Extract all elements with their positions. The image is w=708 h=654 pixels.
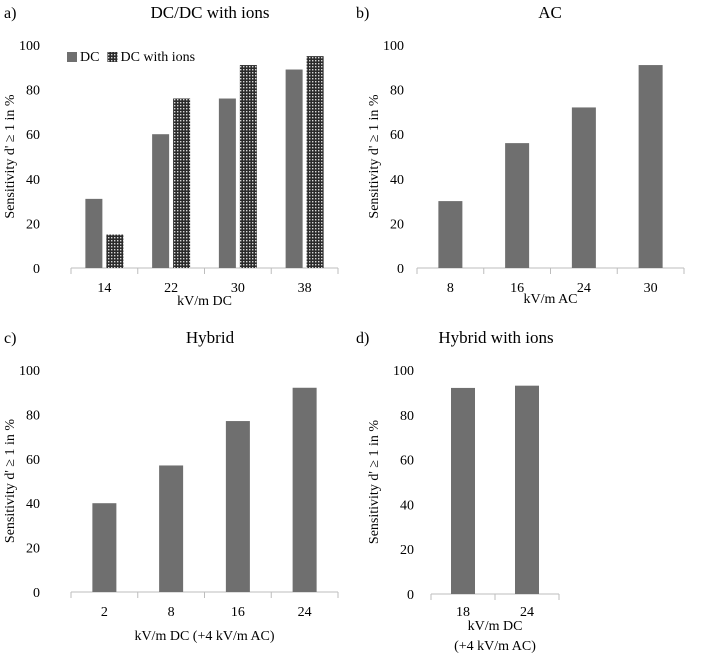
panel-b-bar-ac <box>505 143 530 268</box>
panel-d-ytick-label: 100 <box>393 364 414 379</box>
panel-d-label: d) <box>356 330 369 347</box>
panel-a-ytick-label: 0 <box>33 262 40 277</box>
panel-a-ytick-label: 100 <box>19 39 40 54</box>
panel-a-bar-dc-with-ions <box>173 98 191 269</box>
panel-a-category-label: 22 <box>164 281 178 296</box>
panel-d-xlabel: (+4 kV/m AC) <box>454 639 536 654</box>
panel-c-ytick-label: 80 <box>26 408 40 423</box>
panel-a-bar-dc-with-ions <box>106 234 124 268</box>
panel-a-ytick-label: 20 <box>26 217 40 232</box>
panel-d-bar-hybrid-with-ions <box>515 385 539 594</box>
panel-c-category-label: 16 <box>231 605 245 620</box>
panel-a-legend-swatch <box>67 52 77 62</box>
panel-a-bar-dc <box>152 134 170 268</box>
panel-d-category-label: 24 <box>520 605 534 620</box>
panel-c-category-label: 2 <box>101 605 108 620</box>
panel-a-bar-dc <box>285 69 303 268</box>
panel-c-ytick-label: 60 <box>26 453 40 468</box>
panel-b-ytick-label: 0 <box>397 262 404 277</box>
panel-a-category-label: 30 <box>231 281 245 296</box>
panel-b-ytick-label: 100 <box>383 39 404 54</box>
panel-b-label: b) <box>356 5 369 22</box>
panel-a-ytick-label: 40 <box>26 173 40 188</box>
panel-b-ylabel: Sensitivity d' ≥ 1 in % <box>367 94 382 218</box>
panel-a-label: a) <box>4 5 16 22</box>
panel-b-ytick-label: 40 <box>390 173 404 188</box>
panel-b-xlabel: kV/m AC <box>523 292 577 307</box>
panel-a-legend-label: DC <box>80 50 99 65</box>
panel-c-title: Hybrid <box>186 328 235 347</box>
panel-d-xlabel: kV/m DC <box>468 619 523 634</box>
panel-d-title: Hybrid with ions <box>438 328 553 347</box>
panel-c-ytick-label: 40 <box>26 497 40 512</box>
panel-c-bar-hybrid <box>92 503 117 592</box>
panel-b-bar-ac <box>438 201 463 268</box>
panel-a-ytick-label: 80 <box>26 84 40 99</box>
panel-a-legend-swatch <box>107 52 118 62</box>
panel-d-ytick-label: 20 <box>400 543 414 558</box>
panel-a-category-label: 38 <box>298 281 312 296</box>
panel-b-bar-ac <box>638 65 663 268</box>
panel-a-ylabel: Sensitivity d' ≥ 1 in % <box>3 94 18 218</box>
panel-b-bar-ac <box>571 107 596 268</box>
panel-b-title: AC <box>538 3 562 22</box>
panel-c-ylabel: Sensitivity d' ≥ 1 in % <box>3 419 18 543</box>
panel-a-xlabel: kV/m DC <box>177 294 232 309</box>
panel-b-ytick-label: 80 <box>390 84 404 99</box>
panel-c-ytick-label: 20 <box>26 542 40 557</box>
panel-d-ytick-label: 80 <box>400 409 414 424</box>
panel-a-bar-dc <box>85 198 103 268</box>
panel-c-bar-hybrid <box>292 387 317 592</box>
panel-a-ytick-label: 60 <box>26 128 40 143</box>
panel-d-bar-hybrid-with-ions <box>451 387 475 594</box>
panel-c-bar-hybrid <box>225 421 250 592</box>
panel-d-ylabel: Sensitivity d' ≥ 1 in % <box>367 420 382 544</box>
panel-a-title: DC/DC with ions <box>150 3 269 22</box>
panel-c-category-label: 8 <box>168 605 175 620</box>
panel-c-label: c) <box>4 330 16 347</box>
panel-a-bar-dc-with-ions <box>239 65 257 268</box>
panel-b-category-label: 16 <box>510 281 524 296</box>
panel-d-ytick-label: 0 <box>407 588 414 603</box>
panel-b-category-label: 30 <box>644 281 658 296</box>
panel-b-ytick-label: 20 <box>390 217 404 232</box>
panel-b-ytick-label: 60 <box>390 128 404 143</box>
panel-c-ytick-label: 100 <box>19 364 40 379</box>
panel-c-category-label: 24 <box>298 605 312 620</box>
panel-b-category-label: 8 <box>447 281 454 296</box>
panel-b-category-label: 24 <box>577 281 591 296</box>
panel-a-category-label: 14 <box>97 281 111 296</box>
panel-c-ytick-label: 0 <box>33 586 40 601</box>
panel-a-legend-label: DC with ions <box>120 50 195 65</box>
panel-a-bar-dc-with-ions <box>306 56 324 269</box>
panel-a-bar-dc <box>218 98 236 269</box>
panel-d-category-label: 18 <box>456 605 470 620</box>
panel-d-ytick-label: 40 <box>400 498 414 513</box>
panel-c-bar-hybrid <box>159 465 184 592</box>
panel-d-ytick-label: 60 <box>400 454 414 469</box>
panel-c-xlabel: kV/m DC (+4 kV/m AC) <box>134 629 274 644</box>
